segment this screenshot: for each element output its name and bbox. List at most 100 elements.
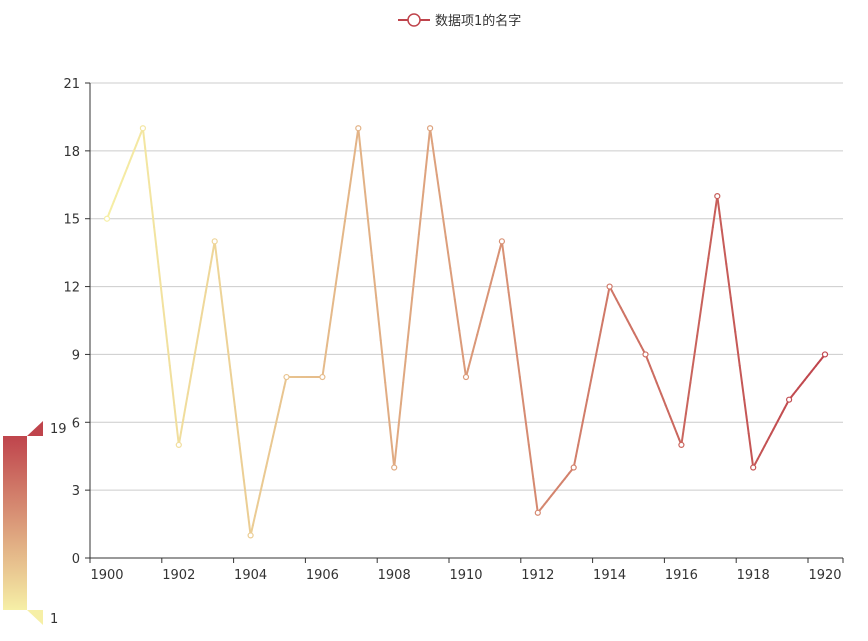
line-segment xyxy=(422,169,427,193)
line-segment xyxy=(709,226,714,244)
line-segment xyxy=(646,359,651,367)
data-point[interactable] xyxy=(427,125,434,132)
line-segment xyxy=(707,241,712,260)
line-segment xyxy=(530,460,535,480)
data-point[interactable] xyxy=(103,215,111,222)
line-segment xyxy=(532,477,537,497)
line-segment xyxy=(144,147,149,169)
line-segment xyxy=(734,330,739,350)
line-segment xyxy=(137,132,142,141)
data-point[interactable] xyxy=(570,464,577,471)
line-segment xyxy=(413,254,418,278)
line-segment xyxy=(729,296,735,316)
line-segment xyxy=(732,313,737,333)
line-segment xyxy=(417,212,423,236)
visual-map-handle-min[interactable] xyxy=(27,610,43,625)
line-segment xyxy=(339,236,344,254)
line-segment xyxy=(451,282,456,301)
line-segment xyxy=(671,421,676,429)
line-segment xyxy=(388,424,393,448)
data-point[interactable] xyxy=(750,464,757,471)
line-segment xyxy=(651,370,656,379)
data-point[interactable] xyxy=(462,373,470,381)
data-point[interactable] xyxy=(211,238,218,245)
series-line xyxy=(106,127,826,537)
line-segment xyxy=(278,395,284,408)
line-segment xyxy=(366,212,371,236)
data-point[interactable] xyxy=(678,441,685,449)
line-segment xyxy=(130,149,135,158)
data-point[interactable] xyxy=(821,351,829,358)
x-tick-label: 1914 xyxy=(593,568,626,583)
line-segment xyxy=(431,142,436,161)
line-segment xyxy=(480,308,485,319)
data-point[interactable] xyxy=(139,125,146,132)
line-segment xyxy=(272,425,277,438)
line-segment xyxy=(440,204,445,223)
line-segment xyxy=(132,144,138,152)
line-segment xyxy=(114,189,120,198)
line-segment xyxy=(267,445,272,458)
data-point[interactable] xyxy=(534,509,541,516)
data-point[interactable] xyxy=(319,373,326,381)
line-segment xyxy=(146,166,151,189)
data-point[interactable] xyxy=(785,396,793,403)
y-tick-label: 0 xyxy=(72,552,80,567)
line-segment xyxy=(269,435,275,448)
line-segment xyxy=(189,367,194,383)
line-segment xyxy=(245,497,250,519)
legend-label: 数据项1的名字 xyxy=(435,13,521,29)
line-segment xyxy=(197,316,203,332)
line-segment xyxy=(473,333,479,345)
line-segment xyxy=(577,432,582,446)
line-segment xyxy=(334,267,340,285)
line-segment xyxy=(180,418,185,434)
line-segment xyxy=(155,245,160,268)
line-segment xyxy=(494,257,499,268)
line-segment xyxy=(601,308,607,322)
line-segment xyxy=(242,479,248,500)
line-segment xyxy=(420,190,425,215)
visual-map-handle-max[interactable] xyxy=(27,421,43,436)
line-segment xyxy=(588,376,593,390)
line-segment xyxy=(476,325,481,336)
line-segment xyxy=(527,443,533,463)
line-segment xyxy=(182,405,187,421)
line-segment xyxy=(521,393,526,412)
line-segment xyxy=(664,404,669,412)
line-segment xyxy=(597,330,602,345)
data-point[interactable] xyxy=(714,192,721,200)
line-segment xyxy=(202,291,207,306)
data-point[interactable] xyxy=(391,464,398,471)
data-point[interactable] xyxy=(175,441,182,449)
legend[interactable]: 数据项1的名字 xyxy=(398,13,521,29)
data-point[interactable] xyxy=(498,238,505,245)
line-segment xyxy=(150,206,156,229)
line-segment xyxy=(740,381,746,401)
data-point[interactable] xyxy=(355,125,362,132)
data-point[interactable] xyxy=(606,283,613,290)
y-tick-label: 9 xyxy=(72,348,80,363)
line-segment xyxy=(265,455,270,468)
data-point[interactable] xyxy=(642,351,649,358)
line-segment xyxy=(512,325,517,345)
line-segment xyxy=(126,161,131,169)
visual-map[interactable]: 19 1 xyxy=(3,421,67,627)
line-segment xyxy=(657,387,663,396)
line-segment xyxy=(579,421,584,435)
line-segment xyxy=(485,291,490,302)
line-segment xyxy=(505,274,510,294)
line-segment xyxy=(328,313,333,332)
x-tick-label: 1916 xyxy=(665,568,698,583)
line-segment xyxy=(447,251,452,270)
line-segment xyxy=(718,212,723,232)
line-segment xyxy=(352,142,358,161)
data-point[interactable] xyxy=(283,373,290,381)
data-point[interactable] xyxy=(247,532,254,539)
line-segment xyxy=(691,350,696,369)
visual-map-max-label: 19 xyxy=(50,422,67,437)
line-segment xyxy=(399,381,405,405)
line-segment xyxy=(453,298,459,316)
line-segment xyxy=(460,344,465,363)
